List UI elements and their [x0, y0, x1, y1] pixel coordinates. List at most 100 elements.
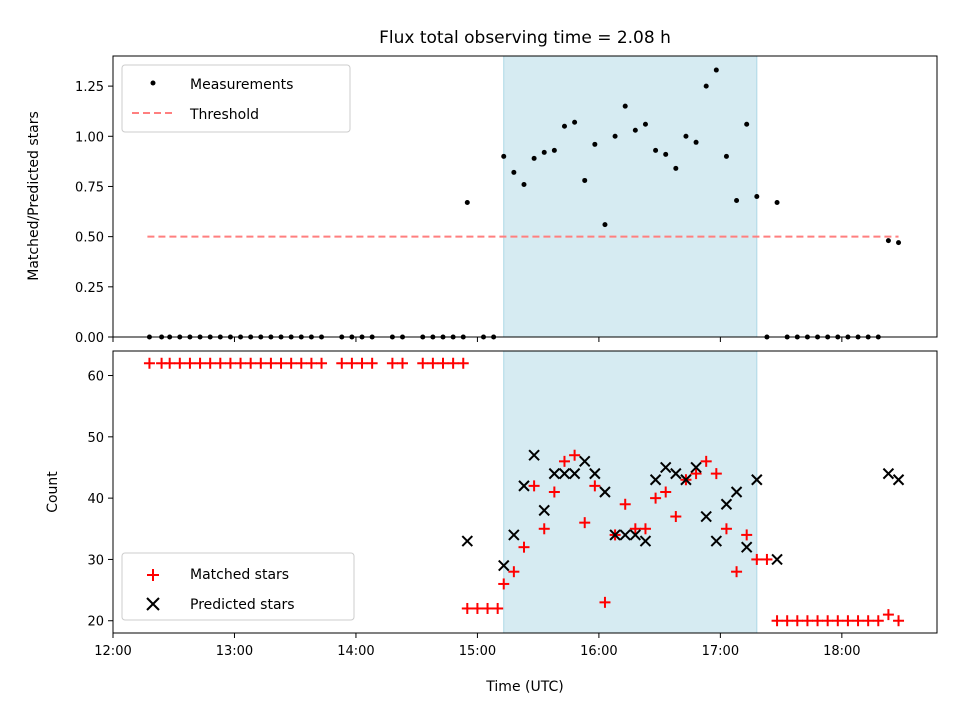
matched-star-point [771, 615, 783, 627]
matched-star-point [245, 357, 257, 369]
top-panel: 0.00 0.25 0.50 0.75 1.00 1.25 [75, 55, 938, 346]
chart-title: Flux total observing time = 2.08 h [379, 28, 671, 48]
matched-star-point [447, 357, 459, 369]
matched-star-point [893, 615, 905, 627]
matched-star-point [528, 480, 540, 492]
predicted-star-point [629, 529, 642, 541]
matched-star-point [518, 541, 530, 553]
matched-star-point [599, 596, 611, 608]
matched-star-point [862, 615, 874, 627]
measurement-point [642, 121, 648, 127]
legend-threshold-label: Threshold [189, 107, 259, 123]
measurement-point [663, 151, 669, 157]
measurement-point [602, 222, 608, 228]
top-legend: Measurements Threshold [121, 64, 351, 133]
bottom-panel: 20 30 40 50 60 12:00 13:00 14:00 15:00 16:00 17:00… [87, 350, 938, 659]
predicted-star-point [660, 461, 672, 474]
measurement-point [683, 133, 689, 139]
measurement-point [673, 165, 679, 171]
top-ytick-label: 0.50 [75, 231, 104, 246]
matched-star-point [255, 357, 267, 369]
matched-star-point [690, 468, 702, 480]
matched-star-point [781, 615, 793, 627]
matched-star-point [174, 357, 186, 369]
bottom-legend: Matched stars Predicted stars [121, 552, 355, 621]
matched-star-point [457, 357, 469, 369]
matched-star-point [589, 480, 601, 492]
matched-star-point [852, 615, 864, 627]
matched-star-point [569, 449, 581, 461]
measurement-point [501, 153, 507, 159]
matched-star-point [265, 357, 277, 369]
measurement-point [592, 141, 598, 147]
measurement-point [551, 147, 557, 153]
predicted-star-point [751, 474, 763, 486]
matched-star-point [558, 455, 570, 467]
matched-star-point [508, 566, 520, 578]
bottom-ytick-label: 30 [87, 553, 104, 568]
predicted-star-point [710, 535, 723, 547]
matched-star-point [235, 357, 247, 369]
legend-matched-marker [147, 569, 159, 581]
predicted-star-point [619, 529, 631, 541]
predicted-star-point [558, 467, 571, 480]
measurement-point [896, 240, 902, 246]
top-y-axis-label: Matched/Predicted stars [26, 111, 42, 281]
predicted-star-point [589, 467, 601, 480]
predicted-star-point [690, 461, 702, 474]
predicted-star-point [518, 480, 530, 492]
measurement-point [713, 67, 719, 73]
bottom-axes-frame [112, 350, 938, 634]
matched-star-point [812, 615, 824, 627]
matched-star-point [882, 609, 894, 621]
matched-star-point [579, 517, 591, 529]
matched-star-point [437, 357, 449, 369]
bottom-y-axis-label: Count [45, 471, 61, 513]
predicted-star-point [882, 467, 895, 480]
measurement-point [531, 155, 537, 161]
measurement-point [464, 200, 470, 206]
measurement-point [511, 169, 517, 175]
legend-matched-label: Matched stars [190, 567, 289, 583]
measurement-point [723, 153, 729, 159]
matched-star-point [184, 357, 196, 369]
matched-star-point [842, 615, 854, 627]
measurement-point [541, 149, 547, 155]
predicted-star-point [670, 467, 682, 480]
matched-star-point [214, 357, 226, 369]
measurement-point [885, 238, 891, 244]
predicted-star-point [639, 535, 652, 547]
legend-measurement-marker [150, 80, 156, 86]
measurement-point [561, 123, 567, 129]
measurement-point [622, 103, 628, 109]
matched-star-point [164, 357, 176, 369]
measurement-point [653, 147, 659, 153]
matched-star-point [761, 553, 773, 565]
bottom-shaded-interval [503, 350, 758, 634]
measurement-point [703, 83, 709, 89]
matched-star-point [619, 498, 631, 510]
matched-star-point [316, 357, 328, 369]
matched-star-point [498, 578, 510, 590]
bottom-ytick-label: 40 [87, 492, 104, 507]
predicted-star-point [461, 535, 474, 547]
predicted-star-point [700, 510, 712, 523]
matched-star-point [700, 455, 712, 467]
matched-star-point [660, 486, 672, 498]
bottom-xtick-label: 13:00 [216, 644, 253, 659]
matched-star-point [670, 511, 682, 523]
predicted-star-point [649, 474, 662, 486]
matched-star-point [366, 357, 378, 369]
matched-star-point [538, 523, 550, 535]
bottom-ytick-label: 60 [87, 370, 104, 385]
matched-star-point [224, 357, 236, 369]
bottom-xtick-label: 17:00 [702, 644, 739, 659]
top-ytick-label: 0.75 [75, 180, 104, 195]
top-shaded-interval [503, 55, 758, 338]
matched-star-point [639, 523, 651, 535]
top-ytick-label: 1.25 [75, 80, 104, 95]
matched-star-point [741, 529, 753, 541]
matched-star-point [356, 357, 368, 369]
top-ytick-label: 1.00 [75, 130, 104, 145]
